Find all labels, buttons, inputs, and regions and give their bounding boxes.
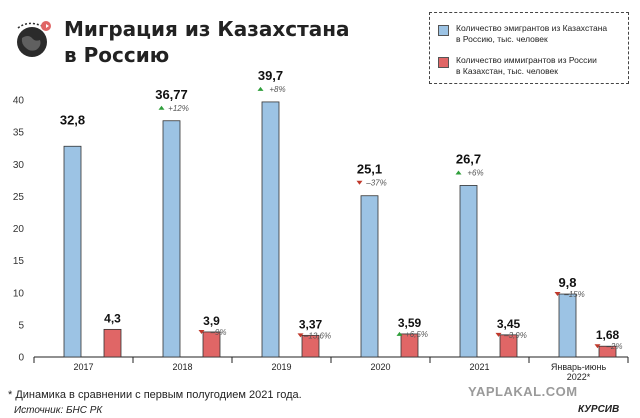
legend-label-immigrants-line1: Количество иммигрантов из России [456, 55, 597, 65]
change-up-arrow-icon [257, 86, 264, 91]
chart-title-line2: в Россию [64, 43, 170, 67]
bar-immigrants [103, 328, 122, 358]
x-tick-label: 2022* [567, 372, 591, 382]
bar-emigrants [261, 101, 280, 358]
y-tick-label: 40 [13, 96, 25, 107]
bar-immigrants [499, 334, 518, 358]
source-note: Источник: БНС РК [14, 405, 103, 416]
y-tick-label: 10 [13, 288, 25, 299]
legend-label-emigrants-line1: Количество эмигрантов из Казахстана [456, 23, 608, 33]
change-down-arrow-icon [594, 344, 601, 349]
change-label: –2% [605, 342, 622, 351]
change-up-arrow-icon [455, 170, 462, 175]
change-down-arrow-icon [554, 292, 561, 297]
change-label: +6% [467, 168, 483, 177]
y-tick-label: 5 [18, 320, 24, 331]
data-label: 36,77 [155, 87, 188, 102]
data-label: 3,59 [398, 316, 422, 330]
change-label: –9% [209, 328, 226, 337]
x-tick-label: 2018 [172, 362, 192, 372]
change-down-arrow-icon [297, 333, 304, 338]
data-label: 32,8 [60, 112, 85, 127]
y-tick-label: 30 [13, 160, 25, 171]
legend-label-immigrants: Количество иммигрантов из России в Казах… [456, 55, 621, 77]
bar-emigrants [63, 145, 82, 358]
legend-label-emigrants-line2: в Россию, тыс. человек [456, 34, 548, 44]
legend: Количество эмигрантов из Казахстана в Ро… [429, 12, 629, 84]
data-label: 3,37 [299, 317, 323, 331]
bar-emigrants [459, 185, 478, 358]
y-tick-label: 35 [13, 128, 25, 139]
legend-label-emigrants: Количество эмигрантов из Казахстана в Ро… [456, 23, 621, 45]
legend-swatch-emigrants [438, 25, 449, 36]
data-label: 4,3 [104, 311, 121, 325]
y-tick-label: 20 [13, 224, 25, 235]
y-tick-label: 0 [18, 353, 24, 364]
bar-immigrants [301, 334, 320, 358]
change-label: +6,5% [405, 330, 428, 339]
change-up-arrow-icon [158, 105, 165, 110]
globe-plane-icon [17, 21, 51, 57]
change-label: +8% [269, 85, 285, 94]
x-tick-label: Январь-июнь [551, 362, 607, 372]
data-label: 39,7 [258, 68, 283, 83]
x-tick-label: 2021 [469, 362, 489, 372]
data-label: 25,1 [357, 162, 382, 177]
change-label: –13,6% [303, 331, 331, 340]
data-label: 3,45 [497, 317, 521, 331]
x-tick-label: 2020 [370, 362, 390, 372]
chart-title: Миграция из Казахстана в Россию [64, 16, 364, 68]
brand-logo: КУРСИВ [578, 404, 620, 415]
data-label: 3,9 [203, 314, 220, 328]
bar-emigrants [558, 293, 577, 358]
bar-immigrants [400, 333, 419, 358]
change-label: –3,9% [503, 331, 527, 340]
y-tick-label: 25 [13, 192, 25, 203]
legend-label-immigrants-line2: в Казахстан, тыс. человек [456, 66, 558, 76]
change-label: +12% [168, 104, 189, 113]
change-down-arrow-icon [356, 180, 363, 185]
legend-item-emigrants: Количество эмигрантов из Казахстана в Ро… [438, 23, 621, 45]
change-label: –37% [365, 179, 386, 188]
footnote: * Динамика в сравнении с первым полугоди… [8, 389, 302, 401]
watermark: YAPLAKAL.COM [468, 384, 578, 399]
bar-emigrants [360, 195, 379, 358]
chart-title-line1: Миграция из Казахстана [64, 17, 350, 41]
x-tick-label: 2019 [271, 362, 291, 372]
change-down-arrow-icon [198, 329, 205, 334]
change-label: –15% [563, 290, 584, 299]
bar-immigrants [202, 331, 221, 358]
data-label: 26,7 [456, 151, 481, 166]
data-label: 1,68 [596, 328, 620, 342]
bar-immigrants [598, 345, 617, 358]
data-label: 9,8 [558, 275, 576, 290]
legend-swatch-immigrants [438, 57, 449, 68]
change-up-arrow-icon [396, 331, 403, 336]
x-tick-label: 2017 [73, 362, 93, 372]
change-down-arrow-icon [495, 332, 502, 337]
y-tick-label: 15 [13, 256, 25, 267]
legend-item-immigrants: Количество иммигрантов из России в Казах… [438, 55, 621, 77]
bar-emigrants [162, 120, 181, 358]
